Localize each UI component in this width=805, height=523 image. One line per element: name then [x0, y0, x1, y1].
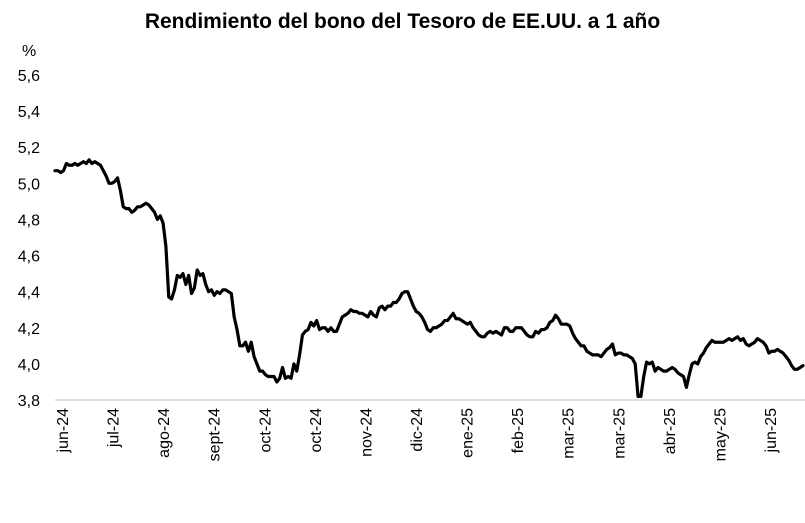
- chart-title: Rendimiento del bono del Tesoro de EE.UU…: [144, 10, 661, 33]
- y-tick-label: 4,2: [18, 321, 40, 338]
- y-tick-label: 4,4: [18, 285, 40, 302]
- x-tick-label: oct-24: [257, 408, 274, 453]
- y-tick-label: 5,0: [18, 176, 40, 193]
- x-tick-label: may-25: [712, 408, 729, 461]
- x-tick-label: oct-24: [308, 408, 325, 453]
- y-tick-label: 4,0: [18, 357, 40, 374]
- x-tick-label: mar-25: [561, 408, 578, 459]
- x-tick-label: dic-24: [409, 408, 426, 452]
- x-tick-label: sept-24: [207, 408, 224, 461]
- x-tick-label: abr-25: [662, 408, 679, 454]
- x-tick-label: jun-25: [763, 408, 780, 454]
- y-tick-label: 5,2: [18, 140, 40, 157]
- y-tick-label: 3,8: [18, 393, 40, 410]
- x-axis-ticks: jun-24 jul-24 ago-24 sept-24 oct-24 oct-24 nov…: [55, 408, 780, 461]
- x-tick-label: jun-24: [55, 408, 72, 454]
- y-axis-unit-label: %: [22, 43, 36, 60]
- y-tick-label: 4,8: [18, 212, 40, 229]
- x-tick-label: feb-25: [510, 408, 527, 453]
- x-tick-label: mar-25: [611, 408, 628, 459]
- series-line: [53, 158, 805, 398]
- y-tick-label: 5,4: [18, 104, 40, 121]
- y-tick-label: 4,6: [18, 249, 40, 266]
- x-tick-label: ago-24: [156, 408, 173, 458]
- x-tick-label: ene-25: [460, 408, 477, 458]
- x-tick-label: nov-24: [358, 408, 375, 457]
- y-tick-label: 5,6: [18, 68, 40, 85]
- y-axis-ticks: 3,8 4,0 4,2 4,4 4,6 4,8 5,0 5,2 5,4 5,6: [18, 68, 40, 410]
- x-tick-label: jul-24: [106, 408, 123, 448]
